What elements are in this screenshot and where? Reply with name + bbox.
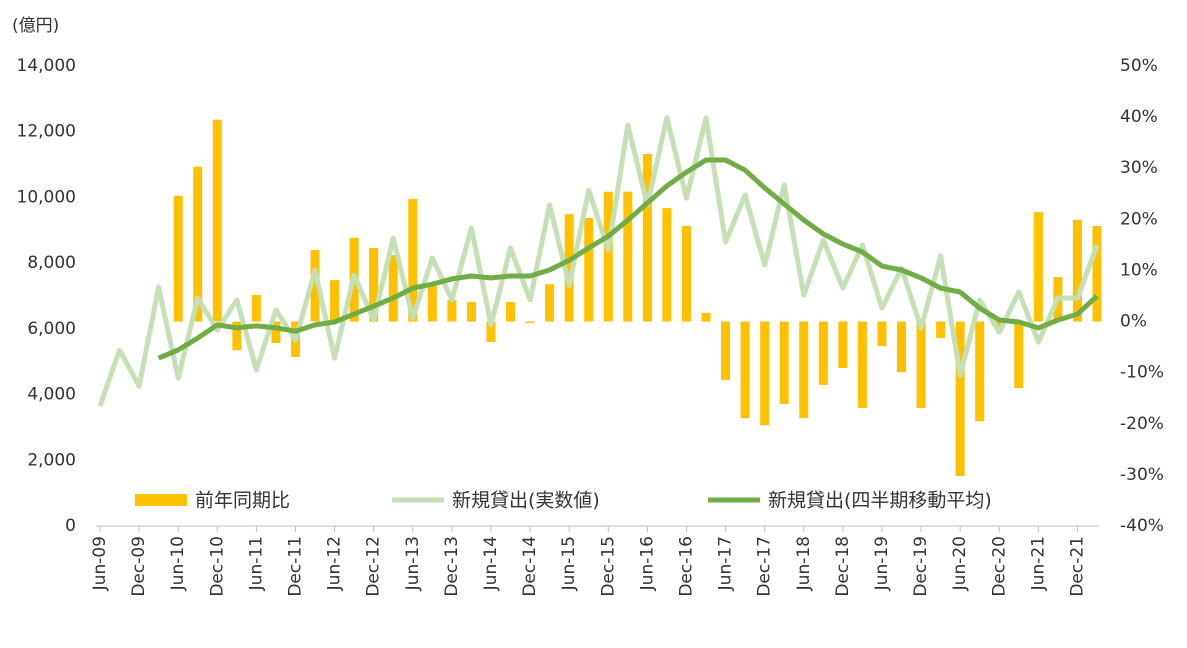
- bar: [525, 321, 535, 324]
- bar: [251, 294, 261, 322]
- bar: [369, 247, 379, 322]
- y-tick-label: 14,000: [17, 56, 76, 76]
- y2-tick-label: 50%: [1120, 56, 1158, 76]
- y-tick-label: 6,000: [27, 319, 76, 339]
- bar: [1014, 321, 1024, 388]
- bar: [408, 198, 418, 322]
- bar: [427, 284, 437, 322]
- legend-label: 新規貸出(実数値): [452, 490, 600, 512]
- line: [97, 115, 1100, 407]
- x-tick-label: Dec-17: [755, 536, 775, 597]
- bar: [877, 321, 887, 347]
- y2-tick-label: 0%: [1120, 312, 1147, 332]
- x-tick-label: Dec-14: [520, 536, 540, 597]
- x-tick-label: Dec-15: [598, 536, 618, 597]
- bar: [799, 321, 809, 419]
- line: [157, 157, 1099, 361]
- y-tick-label: 12,000: [17, 122, 76, 142]
- bar: [1033, 212, 1043, 322]
- y-tick-label: 0: [65, 516, 76, 536]
- y2-tick-label: -20%: [1120, 414, 1164, 434]
- bar: [975, 321, 985, 422]
- x-tick-label: Dec-13: [442, 536, 462, 597]
- bar: [603, 191, 613, 322]
- bar: [779, 321, 789, 404]
- bar: [955, 321, 965, 476]
- y2-tick-label: -30%: [1120, 465, 1164, 485]
- bar: [994, 321, 1004, 330]
- y-tick-label: 8,000: [27, 253, 76, 273]
- bar: [506, 302, 516, 322]
- bar: [232, 321, 242, 351]
- x-tick-label: Jun-15: [559, 536, 579, 591]
- x-tick-label: Dec-11: [285, 536, 305, 597]
- y-tick-label: 4,000: [27, 385, 76, 405]
- legend-label: 新規貸出(四半期移動平均): [768, 490, 992, 512]
- x-tick-label: Jun-20: [950, 536, 970, 591]
- x-tick-label: Dec-09: [129, 536, 149, 597]
- y2-tick-label: 10%: [1120, 260, 1158, 280]
- bar: [271, 321, 281, 344]
- bar: [936, 321, 946, 338]
- bar: [760, 321, 770, 426]
- bar: [310, 250, 320, 322]
- x-tick-label: Jun-18: [794, 536, 814, 591]
- bar: [1072, 219, 1082, 322]
- unit-label: (億円): [12, 16, 59, 36]
- legend-label: 前年同期比: [195, 490, 290, 512]
- bar: [564, 214, 574, 322]
- bar: [838, 321, 848, 369]
- bar: [681, 225, 691, 322]
- x-tick-label: Jun-12: [325, 536, 345, 591]
- x-tick-label: Jun-13: [403, 536, 423, 591]
- bar: [662, 208, 672, 322]
- bar: [623, 191, 633, 322]
- bar: [545, 284, 555, 322]
- bar: [193, 166, 203, 322]
- x-tick-label: Dec-19: [911, 536, 931, 597]
- x-tick-label: Jun-17: [716, 536, 736, 591]
- x-tick-label: Dec-20: [989, 536, 1009, 597]
- x-tick-label: Jun-09: [90, 536, 110, 591]
- bar: [642, 153, 652, 322]
- x-tick-label: Jun-16: [637, 536, 657, 591]
- bar: [212, 119, 222, 322]
- x-tick-label: Dec-10: [207, 536, 227, 597]
- bar: [897, 321, 907, 373]
- y-tick-label: 2,000: [27, 450, 76, 470]
- y2-tick-label: 30%: [1120, 158, 1158, 178]
- bar: [701, 312, 711, 322]
- x-tick-label: Jun-11: [246, 536, 266, 591]
- x-tick-label: Jun-14: [481, 536, 501, 591]
- bar: [584, 217, 594, 322]
- bar: [486, 321, 496, 342]
- y2-tick-label: 20%: [1120, 209, 1158, 229]
- bar: [740, 321, 750, 419]
- bar: [916, 321, 926, 408]
- bar: [330, 280, 340, 322]
- bar: [818, 321, 828, 385]
- x-tick-label: Dec-16: [676, 536, 696, 597]
- bar: [1092, 225, 1102, 322]
- bar: [447, 300, 457, 322]
- x-tick-label: Jun-10: [168, 536, 188, 591]
- bar: [857, 321, 867, 408]
- y-tick-label: 10,000: [17, 187, 76, 207]
- y2-tick-label: 40%: [1120, 107, 1158, 127]
- x-tick-label: Dec-12: [364, 536, 384, 597]
- bar: [388, 255, 398, 322]
- x-tick-label: Dec-21: [1067, 536, 1087, 597]
- bar: [173, 195, 183, 322]
- y2-tick-label: -40%: [1120, 516, 1164, 536]
- y2-tick-label: -10%: [1120, 363, 1164, 383]
- x-tick-label: Jun-21: [1028, 536, 1048, 591]
- x-tick-label: Jun-19: [872, 536, 892, 591]
- bar: [721, 321, 731, 380]
- legend-swatch: [135, 494, 187, 506]
- x-tick-label: Dec-18: [833, 536, 853, 597]
- bar: [466, 302, 476, 322]
